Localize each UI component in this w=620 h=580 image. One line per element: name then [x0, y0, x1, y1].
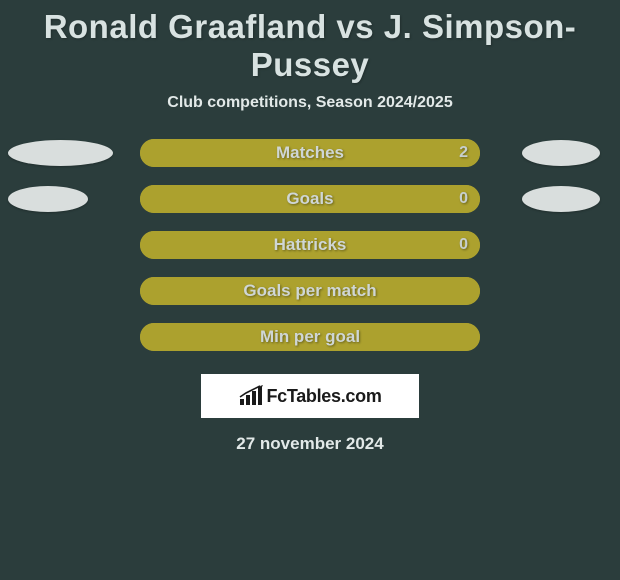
stat-bar: Hattricks 0	[140, 231, 480, 259]
stat-bar: Matches 2	[140, 139, 480, 167]
left-ellipse	[8, 140, 113, 166]
stat-row: Hattricks 0	[0, 222, 620, 268]
brand-text: FcTables.com	[266, 386, 381, 407]
bar-label: Hattricks	[274, 235, 347, 255]
right-ellipse	[522, 140, 600, 166]
bar-label: Min per goal	[260, 327, 360, 347]
stat-bar: Goals 0	[140, 185, 480, 213]
stat-row: Matches 2	[0, 130, 620, 176]
bar-value: 0	[459, 190, 468, 208]
brand-box: FcTables.com	[201, 374, 419, 418]
bar-label: Goals	[286, 189, 333, 209]
page-subtitle: Club competitions, Season 2024/2025	[0, 88, 620, 130]
stat-rows: Matches 2 Goals 0 Hattricks 0 Goals per match M…	[0, 130, 620, 360]
stat-row: Goals per match	[0, 268, 620, 314]
stat-row: Min per goal	[0, 314, 620, 360]
brand-chart-icon	[238, 385, 264, 407]
page-title: Ronald Graafland vs J. Simpson-Pussey	[0, 0, 620, 88]
right-ellipse	[522, 186, 600, 212]
date-line: 27 november 2024	[0, 418, 620, 454]
left-ellipse	[8, 186, 88, 212]
stat-row: Goals 0	[0, 176, 620, 222]
bar-value: 2	[459, 144, 468, 162]
stat-bar: Goals per match	[140, 277, 480, 305]
bar-value: 0	[459, 236, 468, 254]
stat-bar: Min per goal	[140, 323, 480, 351]
bar-label: Matches	[276, 143, 344, 163]
bar-label: Goals per match	[243, 281, 376, 301]
